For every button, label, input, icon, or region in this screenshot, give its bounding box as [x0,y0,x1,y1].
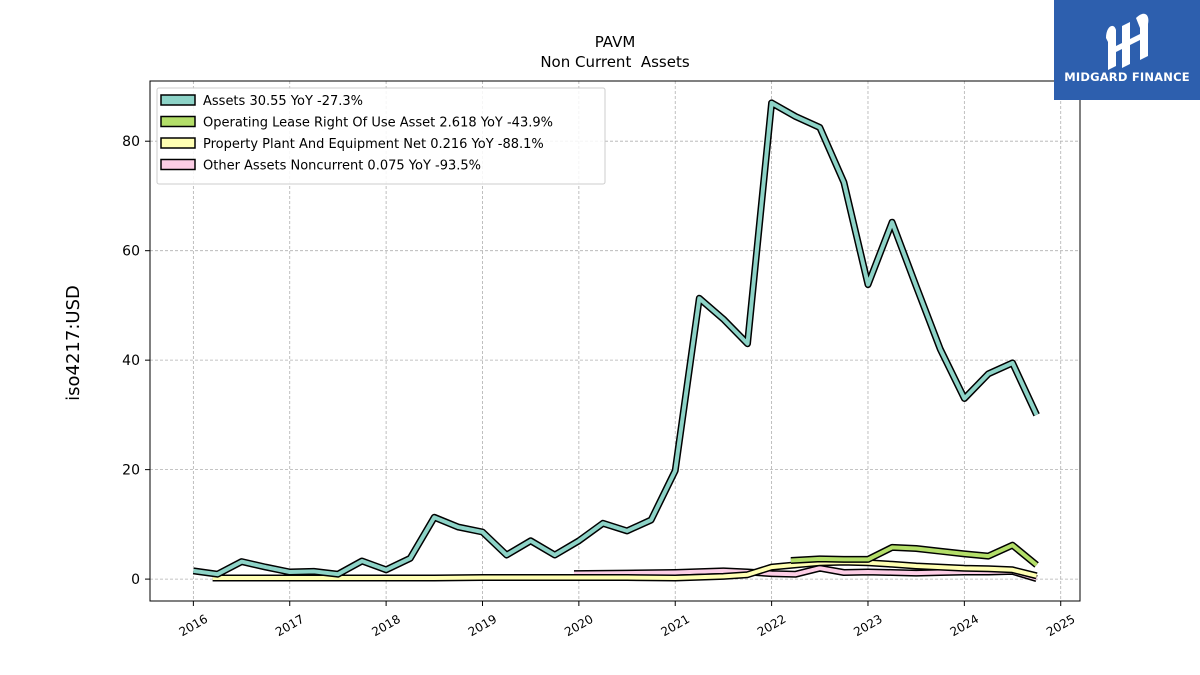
legend-swatch [160,115,196,128]
y-tick-label: 80 [122,134,140,150]
y-tick-label: 20 [122,463,140,479]
midgard-finance-logo: MIDGARD FINANCE [1054,0,1200,100]
series-line [212,560,1038,580]
series-line [573,566,1038,581]
x-tick-label: 2017 [273,612,306,639]
legend-box [156,87,606,185]
x-tick-label: 2020 [562,612,595,639]
series-line [790,543,1038,567]
legend: Assets 30.55 YoY -27.3% Operating Lease R… [156,87,606,185]
legend-entry: Operating Lease Right Of Use Asset 2.618… [203,116,553,131]
y-tick-label: 40 [122,353,140,369]
logo-text: MIDGARD FINANCE [1064,70,1190,84]
chart-title: PAVM [595,33,636,51]
series-layer [192,99,1040,582]
legend-swatch [160,137,196,149]
legend-entry: Assets 30.55 YoY -27.3% [203,94,363,109]
x-tick-label: 2021 [659,612,692,639]
y-tick-label: 60 [122,244,140,260]
x-tick-label: 2024 [948,612,981,639]
chart-subtitle: Non Current Assets [540,53,690,71]
y-tick-label: 0 [131,572,140,588]
x-tick-label: 2019 [466,612,499,639]
legend-entry: Other Assets Noncurrent 0.075 YoY -93.5% [203,159,481,174]
midgard-logo-icon [1106,13,1149,70]
x-tick-label: 2025 [1044,612,1077,639]
legend-entry: Property Plant And Equipment Net 0.216 Y… [203,137,544,152]
series-line [193,100,1039,577]
legend-swatch [160,94,196,106]
x-tick-label: 2018 [369,612,402,639]
y-axis-label: iso4217:USD [63,285,84,401]
x-tick-label: 2016 [177,612,210,639]
plot-frame [149,80,1081,602]
x-tick-label: 2022 [755,612,788,639]
x-tick-label: 2023 [851,612,884,639]
legend-swatch [160,158,196,171]
